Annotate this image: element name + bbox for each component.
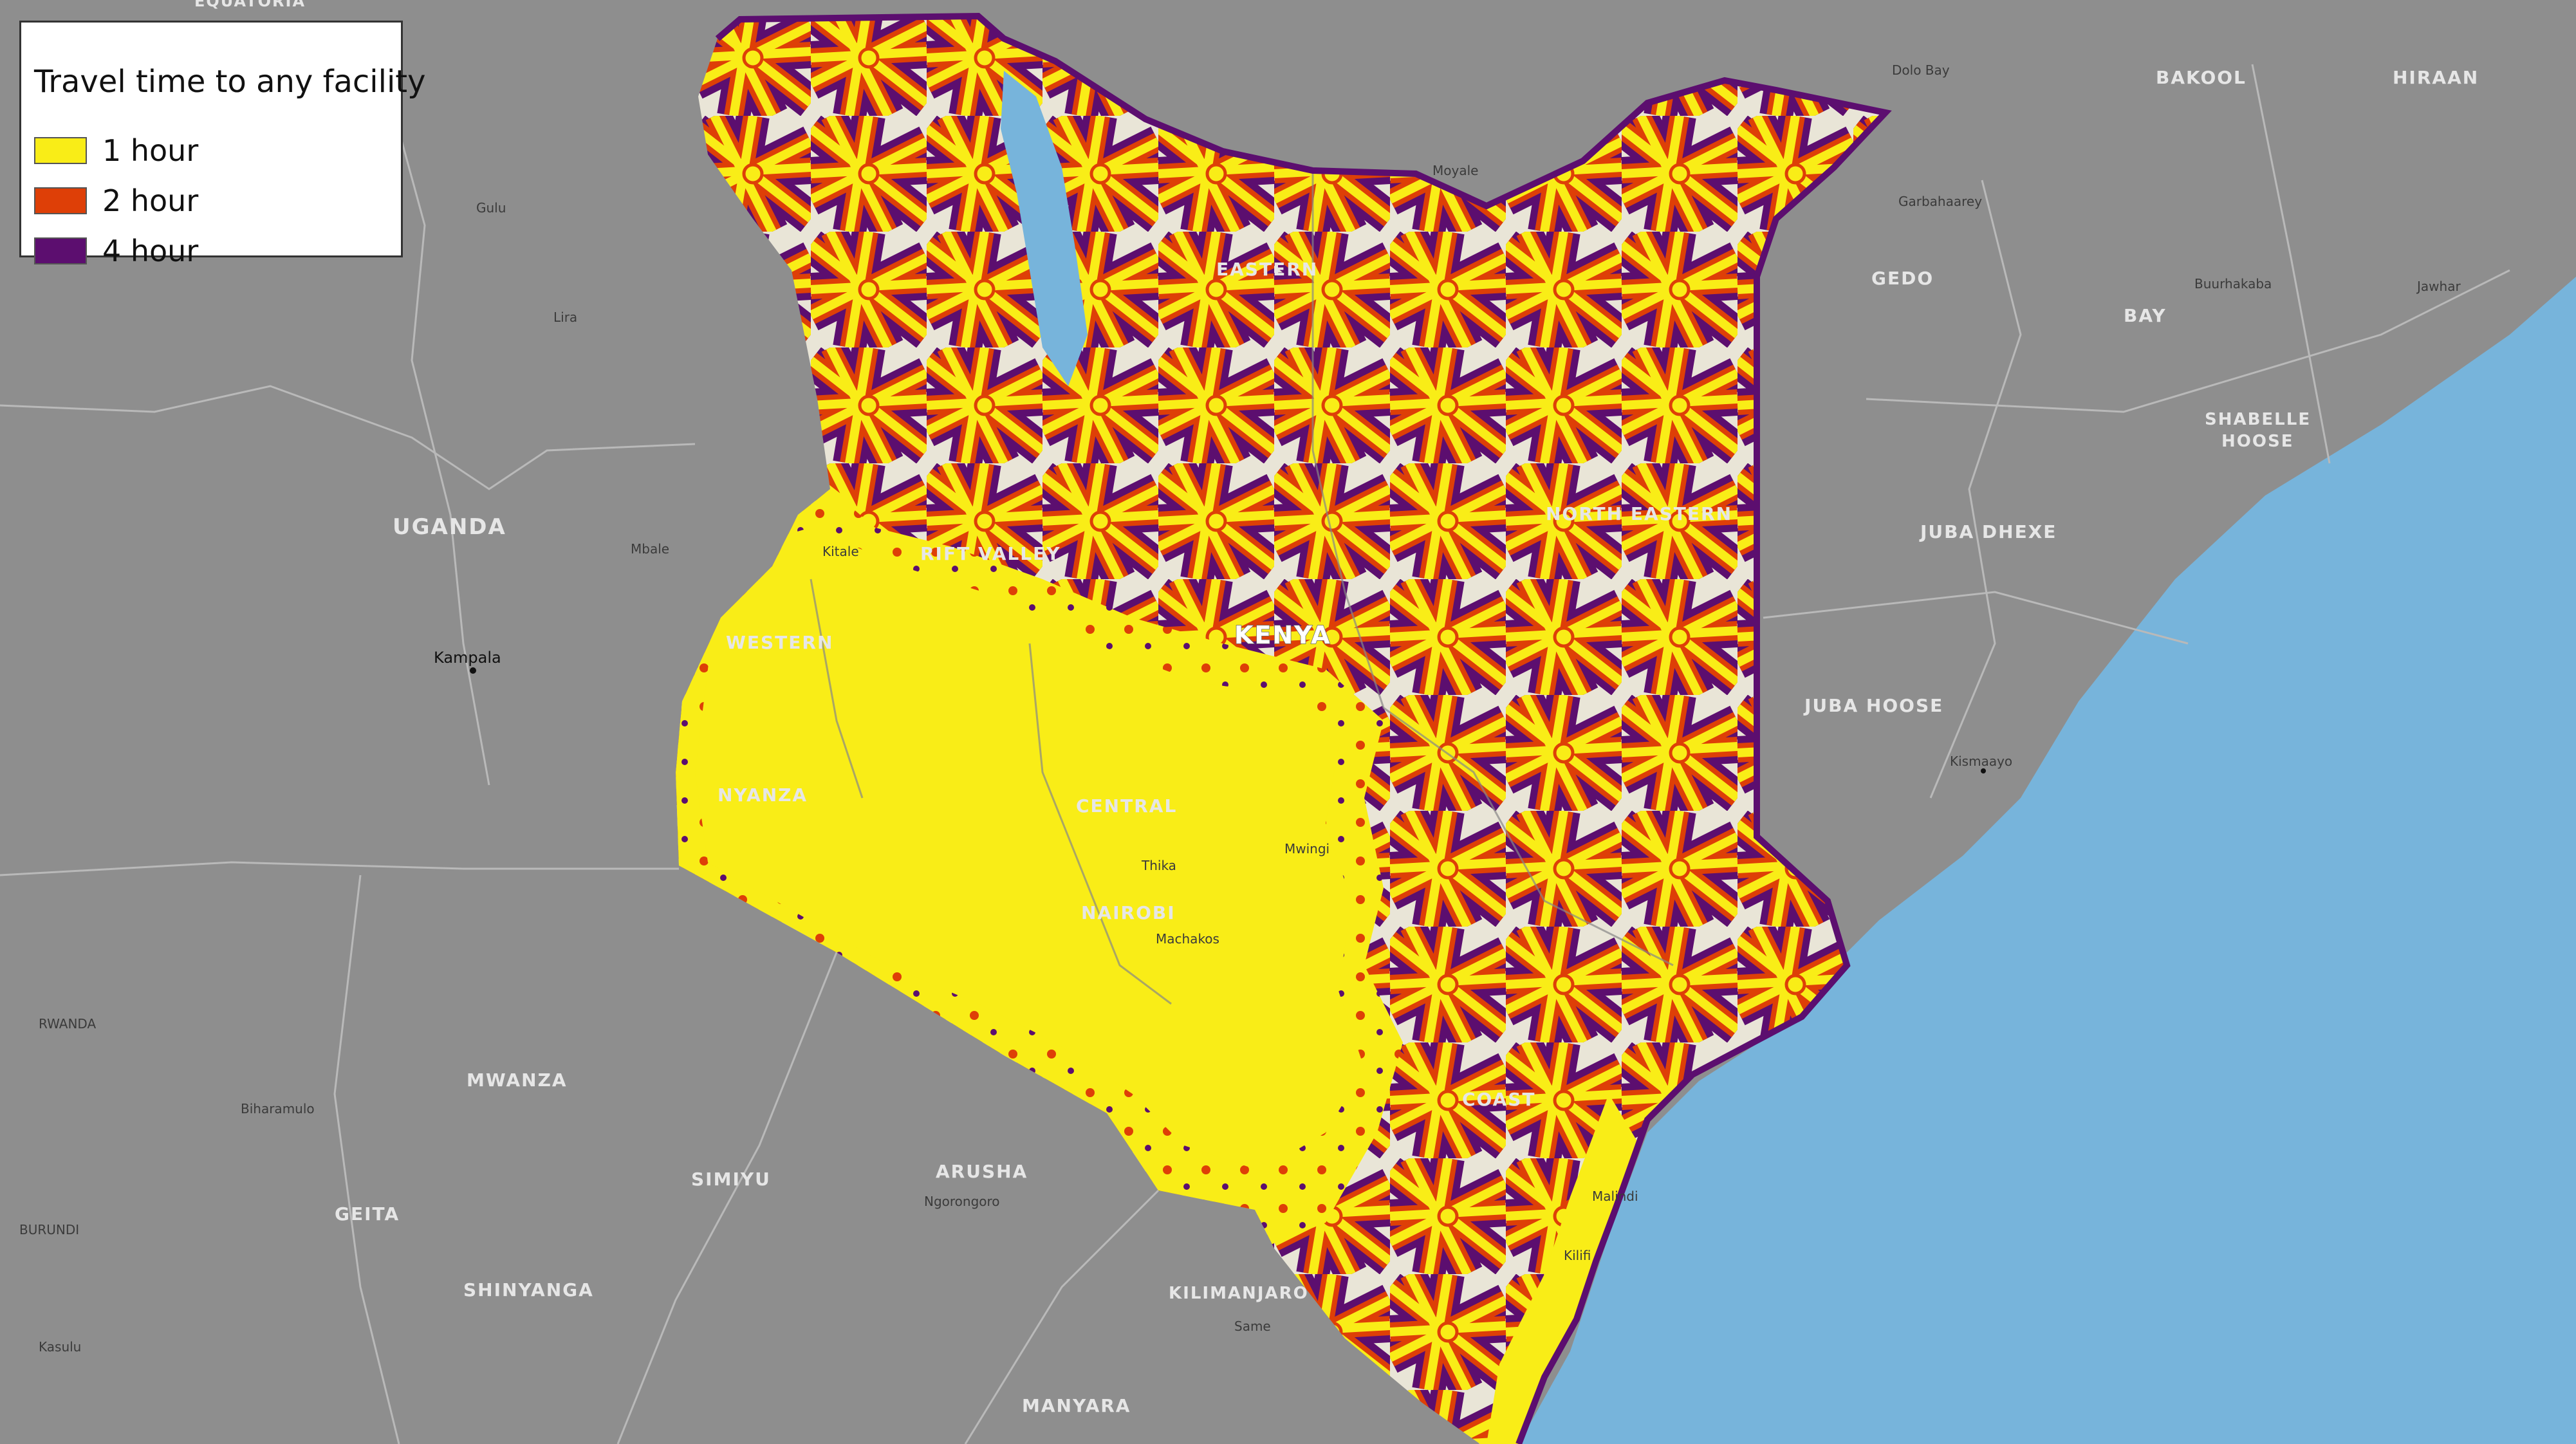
place-mbale: Mbale	[631, 541, 669, 557]
legend-label-1-hour: 1 hour	[102, 133, 199, 168]
place-garbahaarey: Garbahaarey	[1898, 194, 1982, 209]
place-mwingi: Mwingi	[1284, 841, 1330, 856]
label-shinyanga: SHINYANGA	[463, 1279, 594, 1301]
label-burundi: BURUNDI	[19, 1222, 79, 1237]
kampala-dot	[470, 667, 476, 674]
place-biharamulo: Biharamulo	[241, 1101, 315, 1116]
place-kampala: Kampala	[434, 649, 501, 667]
one-hour-solid-area	[695, 528, 1364, 1171]
legend-label-2-hour: 2 hour	[102, 183, 199, 218]
label-juba-hoose: JUBA HOOSE	[1803, 695, 1943, 716]
region-label-coast: COAST	[1462, 1089, 1536, 1110]
map-legend: Travel time to any facility 1 hour 2 hou…	[19, 21, 426, 268]
lake-turkana	[1001, 71, 1088, 386]
region-label-north-eastern: NORTH EASTERN	[1546, 503, 1732, 524]
legend-item-2-hour: 2 hour	[34, 178, 198, 223]
place-machakos: Machakos	[1156, 931, 1219, 947]
place-kilifi: Kilifi	[1564, 1248, 1591, 1263]
place-lira: Lira	[553, 310, 577, 325]
place-kitale: Kitale	[822, 544, 859, 559]
country-label-kenya: KENYA	[1234, 621, 1331, 649]
place-dolo-bay: Dolo Bay	[1892, 62, 1950, 78]
legend-title: Travel time to any facility	[34, 64, 426, 100]
coastal-strip	[1487, 1094, 1647, 1444]
place-buurhakaba: Buurhakaba	[2194, 276, 2272, 292]
label-gedo: GEDO	[1871, 268, 1934, 289]
place-malindi: Malindi	[1592, 1189, 1638, 1204]
place-kismaayo: Kismaayo	[1950, 754, 2012, 769]
label-manyara: MANYARA	[1022, 1395, 1131, 1416]
label-shabelle-1: SHABELLE	[2205, 410, 2311, 429]
label-arusha: ARUSHA	[936, 1161, 1028, 1182]
label-rwanda: RWANDA	[39, 1016, 96, 1032]
region-label-western: WESTERN	[726, 632, 833, 653]
indian-ocean	[1519, 277, 2576, 1444]
region-label-central: CENTRAL	[1076, 795, 1177, 817]
label-kilimanjaro: KILIMANJARO	[1169, 1284, 1309, 1303]
kismaayo-dot	[1981, 768, 1986, 773]
label-mwanza: MWANZA	[467, 1069, 568, 1091]
legend-item-1-hour: 1 hour	[34, 128, 198, 173]
place-jawhar: Jawhar	[2416, 279, 2461, 294]
label-geita: GEITA	[335, 1203, 400, 1225]
place-ngorongoro: Ngorongoro	[924, 1194, 1000, 1209]
legend-swatch-2-hour	[34, 187, 87, 214]
legend-item-4-hour: 4 hour	[34, 228, 198, 273]
province-boundaries	[810, 174, 1674, 1005]
region-label-eastern: EASTERN	[1216, 259, 1318, 280]
region-labels: EASTERN RIFT VALLEY WESTERN NYANZA CENTR…	[718, 259, 1732, 1110]
place-same: Same	[1234, 1319, 1271, 1334]
label-equatoria: EQUATORIA	[194, 0, 306, 10]
label-bay: BAY	[2124, 305, 2167, 326]
region-label-rift-valley: RIFT VALLEY	[920, 543, 1061, 564]
region-label-nyanza: NYANZA	[718, 784, 808, 806]
region-label-nairobi: NAIROBI	[1081, 902, 1176, 923]
legend-swatch-4-hour	[34, 237, 87, 264]
label-hiraan: HIRAAN	[2393, 67, 2479, 88]
place-thika: Thika	[1141, 858, 1176, 873]
neighbor-labels: EQUATORIA UGANDA BAKOOL HIRAAN GEDO BAY …	[19, 0, 2479, 1416]
label-juba-dhexe: JUBA DHEXE	[1919, 521, 2057, 542]
legend-swatch-1-hour	[34, 137, 87, 164]
kenya-border	[715, 12, 1892, 1444]
place-labels: Kampala Kismaayo Jawhar Kitale Machakos …	[39, 62, 2461, 1355]
label-bakool: BAKOOL	[2156, 67, 2247, 88]
place-moyale: Moyale	[1432, 163, 1478, 178]
label-shabelle-2: HOOSE	[2221, 432, 2293, 451]
place-kasulu: Kasulu	[39, 1339, 81, 1355]
place-gulu: Gulu	[476, 200, 506, 216]
label-simiyu: SIMIYU	[691, 1169, 771, 1190]
legend-label-4-hour: 4 hour	[102, 234, 199, 268]
label-uganda: UGANDA	[393, 514, 506, 540]
